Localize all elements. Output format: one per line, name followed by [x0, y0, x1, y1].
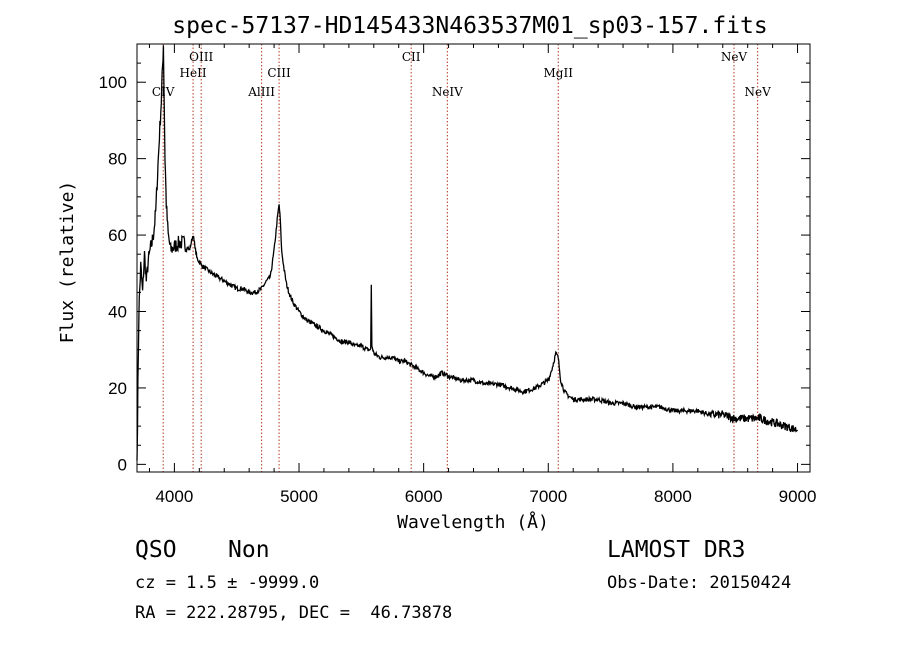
emission-line-label: CIII [267, 66, 291, 80]
emission-line-label: CIV [152, 85, 175, 99]
emission-line-label: NeV [745, 85, 772, 99]
x-axis-label: Wavelength (Å) [397, 511, 549, 533]
survey-name: LAMOST DR3 [607, 537, 746, 563]
x-tick-label: 4000 [155, 487, 193, 506]
spectrum-line [136, 45, 798, 461]
y-tick-label: 0 [118, 455, 127, 474]
object-subclass: Non [228, 537, 270, 563]
x-tick-label: 6000 [405, 487, 443, 506]
y-tick-label: 100 [99, 73, 127, 92]
y-tick-label: 60 [108, 226, 127, 245]
emission-line-label: MgII [544, 66, 574, 80]
emission-line-markers: CIV HeII OIII AlIII CIII CII NeIV MgII NeV NeV [152, 44, 771, 472]
x-tick-label: 7000 [529, 487, 567, 506]
plot-frame [136, 43, 811, 473]
obs-date: Obs-Date: 20150424 [607, 573, 792, 593]
ra-dec: RA = 222.28795, DEC = 46.73878 [135, 603, 453, 623]
x-tick-label: 8000 [654, 487, 692, 506]
emission-line-label: NeIV [432, 85, 463, 99]
emission-line-label: NeV [721, 50, 748, 64]
axis-ticks: 4000 5000 6000 7000 8000 9000 0 20 40 60 80 100 [99, 44, 817, 506]
x-tick-label: 5000 [280, 487, 318, 506]
redshift-cz: cz = 1.5 ± -9999.0 [135, 573, 320, 593]
emission-line-label: HeII [180, 66, 207, 80]
y-tick-label: 40 [108, 303, 127, 322]
emission-line-label: CII [402, 50, 421, 64]
emission-line-label: OIII [189, 50, 213, 64]
y-axis-label: Flux (relative) [57, 181, 78, 344]
y-tick-label: 20 [108, 379, 127, 398]
x-tick-label: 9000 [779, 487, 817, 506]
emission-line-label: AlIII [247, 85, 275, 99]
object-class: QSO [135, 537, 177, 563]
chart-title: spec-57137-HD145433N463537M01_sp03-157.f… [172, 13, 767, 39]
y-tick-label: 80 [108, 150, 127, 169]
